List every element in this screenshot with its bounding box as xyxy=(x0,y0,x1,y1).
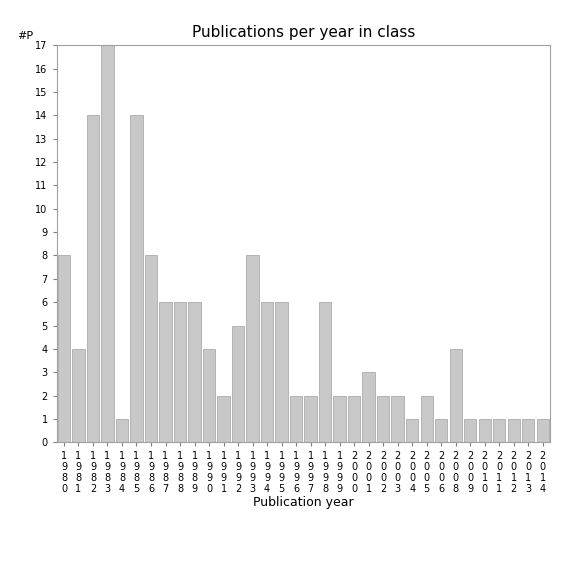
Bar xyxy=(73,349,84,442)
Bar xyxy=(348,396,360,442)
Bar xyxy=(276,302,287,442)
Bar xyxy=(450,349,462,442)
Text: #P: #P xyxy=(17,31,33,41)
Bar xyxy=(333,396,346,442)
Bar xyxy=(58,256,70,442)
Bar xyxy=(203,349,215,442)
Bar xyxy=(391,396,404,442)
Bar xyxy=(319,302,331,442)
Bar xyxy=(493,419,505,442)
Bar xyxy=(247,256,259,442)
Bar xyxy=(261,302,273,442)
Bar xyxy=(479,419,491,442)
Bar xyxy=(362,372,375,442)
Bar xyxy=(377,396,390,442)
Bar xyxy=(101,45,113,442)
Bar xyxy=(290,396,302,442)
Bar xyxy=(421,396,433,442)
X-axis label: Publication year: Publication year xyxy=(253,497,354,510)
Bar xyxy=(116,419,128,442)
Bar xyxy=(87,116,99,442)
Title: Publications per year in class: Publications per year in class xyxy=(192,25,415,40)
Bar xyxy=(145,256,157,442)
Bar xyxy=(536,419,549,442)
Bar xyxy=(507,419,520,442)
Bar xyxy=(188,302,201,442)
Bar xyxy=(159,302,172,442)
Bar xyxy=(304,396,317,442)
Bar xyxy=(174,302,186,442)
Bar xyxy=(232,325,244,442)
Bar xyxy=(464,419,476,442)
Bar xyxy=(130,116,143,442)
Bar xyxy=(217,396,230,442)
Bar xyxy=(522,419,534,442)
Bar xyxy=(435,419,447,442)
Bar xyxy=(406,419,418,442)
